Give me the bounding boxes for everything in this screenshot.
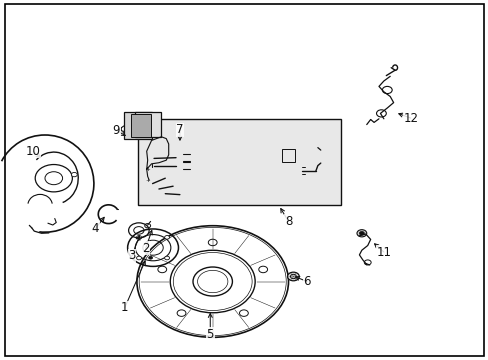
Circle shape [356,230,366,237]
Circle shape [143,177,152,183]
Circle shape [158,266,166,273]
Circle shape [177,310,185,316]
Circle shape [156,187,162,191]
Circle shape [149,181,155,186]
Circle shape [143,166,152,172]
Bar [281,149,295,162]
Circle shape [208,239,217,246]
Circle shape [258,266,267,273]
Circle shape [164,235,169,239]
Circle shape [71,172,77,177]
FancyBboxPatch shape [123,112,152,139]
Circle shape [164,256,169,260]
Circle shape [239,310,248,316]
Text: 7: 7 [176,123,183,136]
Circle shape [148,256,152,259]
Circle shape [124,124,130,128]
Text: 11: 11 [376,246,390,258]
Circle shape [287,272,299,281]
Text: +: + [145,177,150,183]
Circle shape [136,256,141,260]
Circle shape [162,192,168,196]
Text: 5: 5 [206,328,214,341]
Text: 4: 4 [91,222,99,235]
Bar [138,119,340,205]
Bar [131,114,150,137]
Text: 6: 6 [303,275,310,288]
Circle shape [359,231,364,235]
Text: 10: 10 [26,145,41,158]
Text: 8: 8 [284,215,292,228]
Text: 9: 9 [112,124,120,137]
Text: 12: 12 [403,112,417,125]
Text: 1: 1 [121,301,128,314]
Circle shape [124,118,130,123]
FancyBboxPatch shape [135,112,161,137]
Circle shape [136,235,141,239]
Text: 2: 2 [142,242,149,255]
Text: +: + [145,167,150,172]
Text: 3: 3 [128,249,136,262]
